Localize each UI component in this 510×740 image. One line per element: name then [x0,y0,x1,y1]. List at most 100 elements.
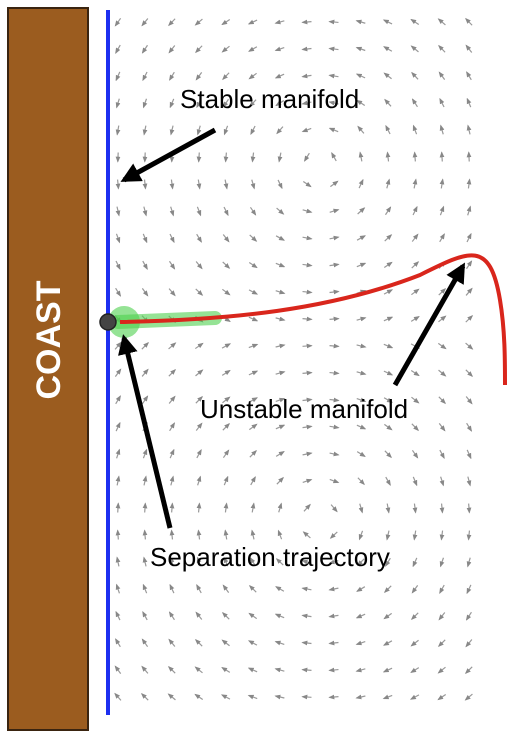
flow-arrow [223,152,229,163]
flow-arrow [301,640,312,646]
flow-arrow [439,584,445,594]
flow-arrow [141,18,149,27]
flow-arrow [383,72,392,80]
flow-arrow [248,397,258,403]
flow-arrow [328,19,339,25]
flow-arrow [141,368,149,377]
flow-arrow [356,316,367,322]
flow-arrow [301,559,312,565]
flow-arrow [329,235,340,241]
flow-arrow [356,558,365,566]
flow-arrow [385,151,391,162]
flow-arrow [438,288,447,296]
flow-arrow [358,151,364,162]
flow-arrow [142,611,148,621]
flow-arrow [409,694,420,700]
flow-arrow [247,667,258,673]
flow-arrow [437,342,447,350]
flow-arrow [385,178,391,189]
flow-arrow [221,612,230,620]
flow-arrow [168,18,176,27]
flow-arrow [223,529,229,540]
flow-arrow [248,261,258,269]
flow-arrow [141,638,149,648]
flow-arrow [277,152,283,163]
flow-arrow [249,99,257,108]
flow-arrow [274,19,285,25]
flow-arrow [196,179,202,190]
flow-arrow [356,343,367,349]
flow-arrow [466,232,472,243]
flow-arrow [194,18,203,26]
flow-arrow [355,46,366,52]
flow-arrow [195,611,203,620]
flow-arrow [247,694,258,700]
flow-arrow [248,46,258,52]
flow-arrow [356,451,366,458]
flow-arrow [169,125,175,136]
flow-arrow [169,98,175,109]
flow-arrow [439,205,445,216]
flow-arrow [329,478,340,484]
flow-arrow [439,178,445,189]
flow-arrow [141,288,149,297]
flow-arrow [329,424,340,430]
flow-arrow [115,556,121,567]
flow-arrow [115,610,121,621]
flow-arrow [169,502,175,513]
flow-arrow [437,18,446,26]
flow-arrow [222,98,229,108]
flow-arrow [355,640,366,646]
flow-arrow [464,666,473,675]
flow-arrow [195,395,204,404]
flow-arrow [250,152,256,163]
flow-arrow [466,124,472,135]
flow-arrow [169,179,175,190]
flow-arrow [141,665,149,674]
flow-arrow [221,369,231,376]
flow-arrow [302,289,313,295]
flow-arrow [302,208,313,214]
flow-arrow [412,205,418,216]
flow-arrow [384,234,393,242]
flow-arrow [114,368,122,377]
flow-arrow [384,98,392,107]
flow-arrow [329,316,340,322]
flow-arrow [355,694,366,700]
flow-arrow [168,611,175,621]
flow-arrow [169,529,175,540]
flow-arrow [356,397,367,403]
flow-arrow [221,45,230,53]
flow-arrow [329,262,340,268]
flow-arrow [438,71,446,80]
flow-arrow [248,585,257,593]
flow-arrow [301,613,312,619]
flow-arrow [302,180,312,188]
flow-arrow [248,343,259,349]
flow-arrow [329,451,340,457]
flow-arrow [438,423,446,432]
flow-arrow [195,45,203,54]
flow-arrow [115,260,121,271]
flow-arrow [302,424,313,430]
flow-arrow [275,586,285,592]
flow-arrow [412,124,418,135]
flow-arrow [412,557,418,568]
flow-arrow [275,235,285,241]
flow-arrow [141,44,148,54]
flow-arrow [250,179,256,190]
flow-arrow [142,583,148,594]
flow-arrow [438,44,446,53]
flow-arrow [168,395,176,404]
flow-arrow [466,476,472,487]
flow-arrow [275,370,286,376]
unstable-arrow [392,262,466,387]
flow-arrow [275,262,286,268]
stable-label: Stable manifold [180,84,359,114]
separation-point [99,313,117,331]
flow-arrow [196,152,202,163]
flow-arrow [466,97,472,108]
flow-arrow [410,612,419,621]
flow-arrow [466,422,473,432]
coast-block [7,7,89,731]
